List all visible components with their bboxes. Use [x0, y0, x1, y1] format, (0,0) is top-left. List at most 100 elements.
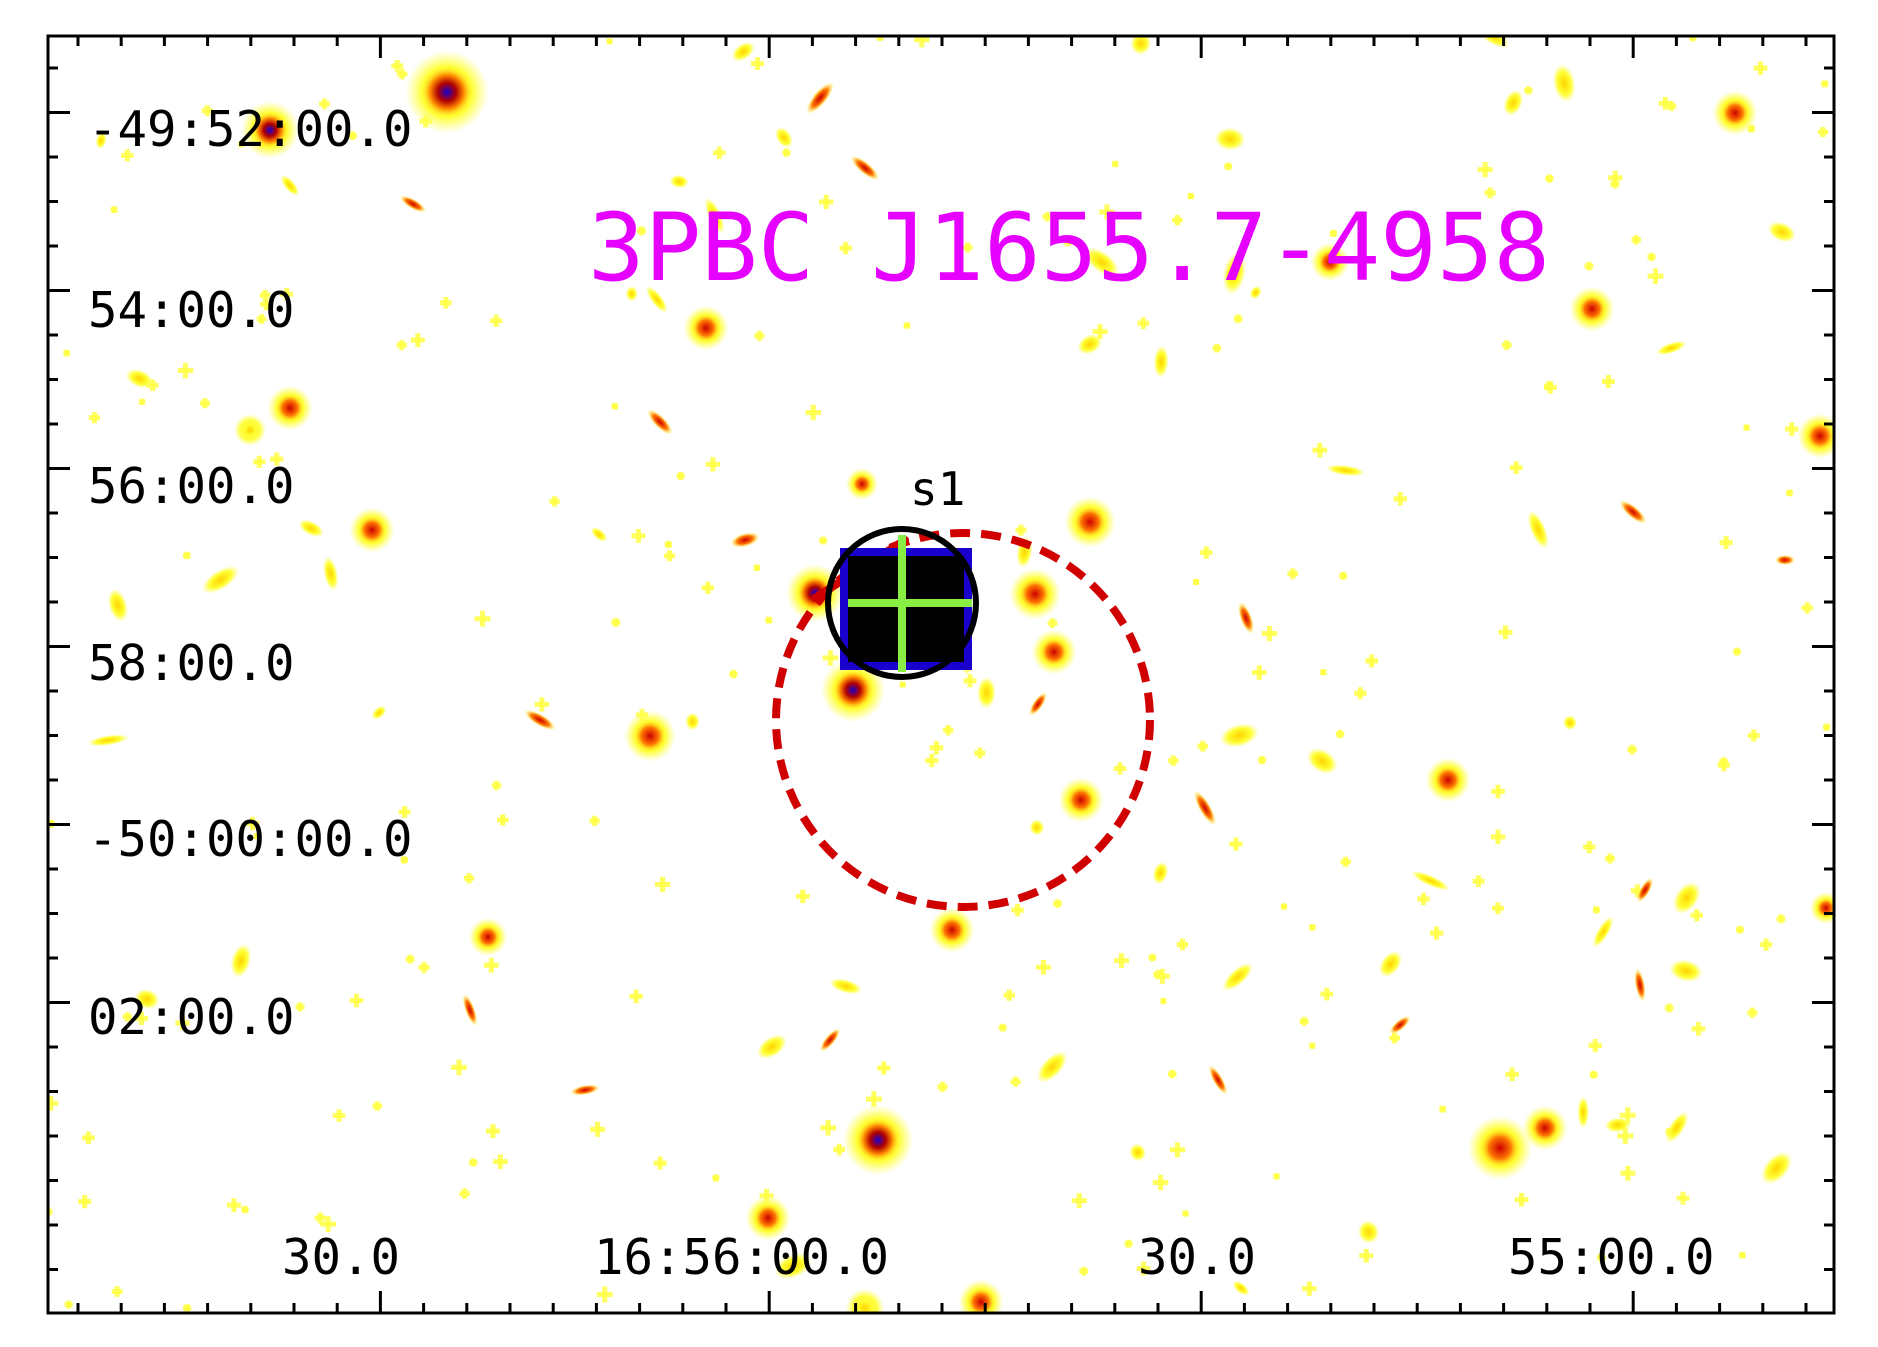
speckle	[1040, 959, 1046, 975]
speckle	[1820, 127, 1826, 138]
faint-blob	[1306, 747, 1338, 775]
speckle	[705, 581, 711, 594]
blob	[754, 1204, 782, 1232]
speckle	[1749, 1007, 1755, 1018]
speckle	[1586, 261, 1592, 271]
speckle	[394, 59, 400, 72]
faint-blob	[1152, 861, 1169, 885]
faint-blob	[201, 565, 240, 594]
blob	[938, 916, 966, 944]
speckle	[843, 241, 849, 255]
blob	[240, 420, 260, 440]
faint-blob	[1562, 715, 1578, 731]
speckle	[1183, 1210, 1189, 1217]
speckle	[48, 1095, 54, 1111]
elongated-blob	[850, 155, 880, 181]
dec-tick-label: -49:52:00.0	[88, 101, 413, 158]
source-s1: s1	[825, 462, 979, 680]
speckle	[1625, 1165, 1631, 1181]
speckle	[810, 404, 816, 421]
speckle	[1126, 1239, 1132, 1248]
blob	[852, 474, 872, 494]
speckle	[1259, 756, 1265, 765]
speckle	[1290, 568, 1296, 580]
faint-blob	[95, 132, 107, 149]
speckle	[783, 148, 789, 157]
speckle	[713, 1174, 719, 1182]
speckle	[1592, 1038, 1598, 1053]
speckle	[967, 674, 973, 688]
speckle	[1789, 422, 1795, 436]
blob	[358, 516, 386, 544]
faint-blob	[1222, 252, 1247, 295]
speckle	[1188, 192, 1194, 200]
speckle	[1117, 762, 1123, 775]
speckle	[1044, 212, 1050, 222]
speckle	[259, 314, 265, 324]
faint-blob	[107, 588, 128, 622]
speckle	[660, 876, 666, 893]
dec-tick-label: 02:00.0	[88, 989, 295, 1046]
speckle	[1525, 86, 1531, 95]
dec-tick-label: -50:00:00.0	[88, 811, 413, 868]
faint-blob	[1672, 881, 1701, 915]
speckle	[1225, 162, 1231, 171]
speckle	[85, 1131, 91, 1145]
speckle	[1513, 461, 1519, 475]
speckle	[297, 1002, 303, 1012]
speckle	[1434, 926, 1440, 940]
faint-blob	[323, 556, 339, 591]
blob	[1318, 250, 1342, 274]
speckle	[1169, 1069, 1175, 1079]
speckle	[1695, 1021, 1701, 1036]
speckle	[602, 1286, 608, 1303]
ra-tick-label: 30.0	[282, 1229, 400, 1286]
faint-blob	[1129, 1143, 1147, 1162]
speckle	[1118, 953, 1124, 969]
speckle	[1649, 252, 1655, 261]
ra-tick-label: 16:56:00.0	[594, 1229, 889, 1286]
speckle	[1174, 1142, 1180, 1158]
blob	[853, 1296, 877, 1313]
speckle	[238, 141, 244, 148]
speckle	[1758, 61, 1764, 76]
elongated-blob	[647, 409, 673, 435]
faint-blob	[1077, 334, 1102, 355]
faint-blob	[1592, 916, 1614, 948]
speckle	[421, 961, 427, 974]
speckle	[1104, 204, 1110, 220]
faint-blob	[774, 126, 793, 148]
speckle	[180, 1015, 186, 1031]
faint-blob	[1153, 345, 1169, 378]
image-field	[48, 36, 1834, 1313]
blob	[1434, 766, 1462, 794]
elongated-blob	[1028, 692, 1048, 716]
speckle	[124, 149, 130, 162]
speckle	[823, 194, 829, 210]
blob	[1019, 578, 1051, 610]
blob	[421, 66, 473, 118]
speckle	[1504, 340, 1510, 350]
speckle	[1440, 1105, 1446, 1113]
speckle	[325, 1216, 331, 1233]
speckle	[940, 1081, 946, 1093]
speckle	[716, 146, 722, 159]
speckle	[1787, 489, 1793, 497]
speckle	[1065, 238, 1071, 247]
speckle	[1502, 625, 1508, 640]
speckle	[402, 806, 408, 818]
speckle	[710, 457, 716, 472]
speckle	[1200, 740, 1206, 752]
speckle	[904, 322, 910, 329]
speckle	[1629, 744, 1635, 755]
faint-blob	[280, 174, 300, 197]
speckle	[1112, 160, 1118, 168]
speckle	[919, 36, 925, 48]
dec-tick-label: 54:00.0	[88, 282, 295, 339]
speckle	[836, 1143, 842, 1156]
speckle	[1763, 938, 1769, 951]
speckle	[1266, 625, 1272, 642]
faint-blob	[1577, 1096, 1589, 1129]
speckle	[1509, 1067, 1515, 1082]
speckle	[756, 330, 762, 341]
